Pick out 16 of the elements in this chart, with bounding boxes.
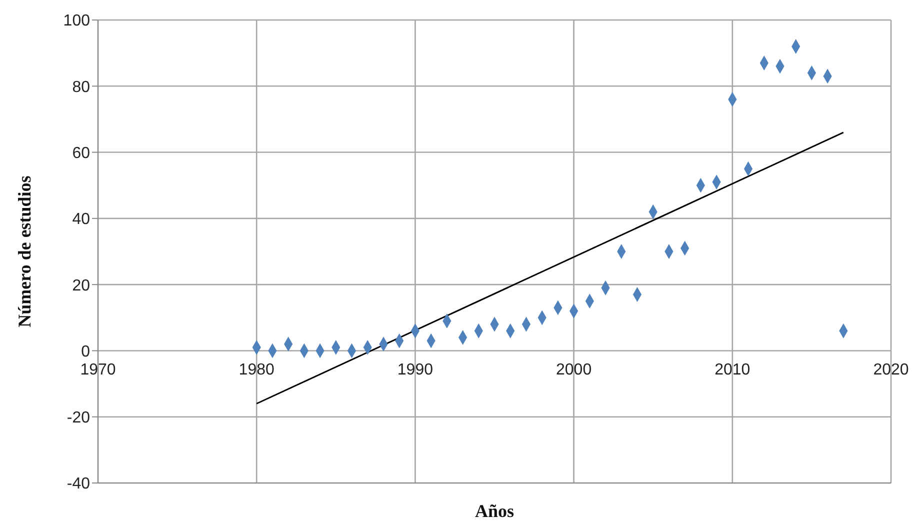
x-tick-label: 1990 (397, 362, 434, 379)
x-tick-label: 1980 (238, 362, 274, 379)
y-tick-label: 60 (72, 144, 90, 162)
y-tick-label: 20 (72, 277, 90, 294)
x-axis-title: Años (474, 501, 514, 521)
x-tick-label: 2000 (556, 362, 592, 379)
y-tick-label: 80 (72, 78, 90, 96)
x-tick-label: 1970 (80, 362, 116, 379)
y-tick-label: -20 (66, 410, 90, 427)
x-tick-label: 2010 (714, 362, 750, 379)
y-tick-label: 40 (72, 211, 90, 228)
y-tick-label: 100 (63, 12, 90, 30)
y-tick-label: 0 (81, 343, 90, 360)
x-tick-label: 2020 (873, 362, 909, 379)
y-axis-title: Número de estudios (14, 176, 34, 328)
y-tick-label: -40 (66, 476, 90, 493)
